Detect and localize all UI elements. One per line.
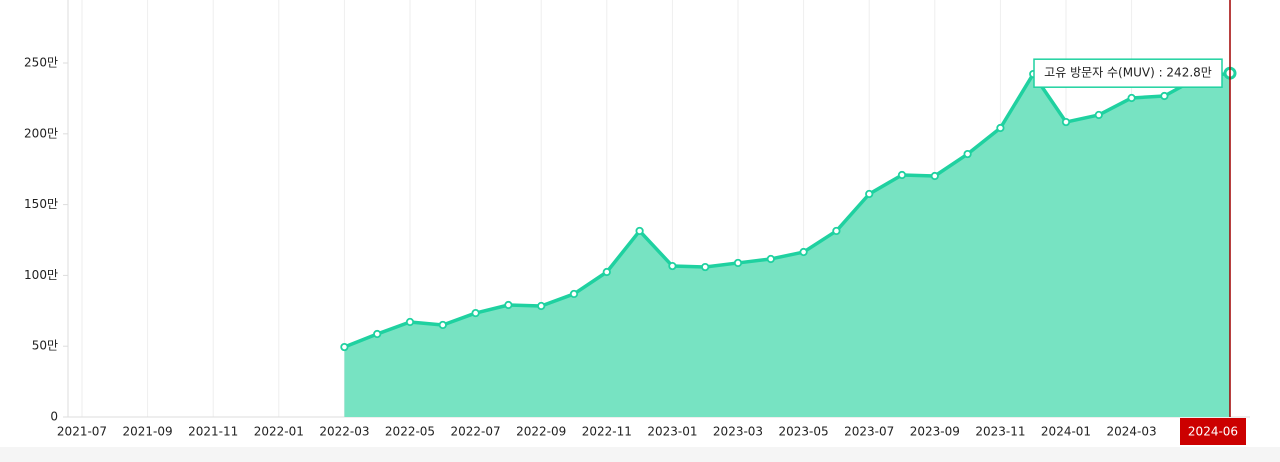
point [537, 301, 546, 311]
y-tick-label: 200만 [24, 126, 58, 140]
x-tick-label: 2022-03 [319, 425, 369, 439]
x-highlight-box [1180, 418, 1246, 445]
y-tick-label: 50만 [32, 339, 58, 353]
tooltip-text: 고유 방문자 수(MUV) : 242.8만 [1044, 66, 1212, 80]
point [930, 171, 939, 181]
x-tick-label: 2024-06 [1188, 425, 1238, 439]
tooltip-box [1033, 58, 1223, 88]
point [897, 170, 907, 180]
footer-strip [0, 447, 1280, 462]
point [799, 247, 808, 257]
point [996, 123, 1005, 133]
point [405, 317, 415, 327]
x-tick-label: 2023-11 [975, 425, 1025, 439]
point [602, 267, 611, 277]
x-tick-label: 2022-01 [254, 425, 304, 439]
x-tick-label: 2023-01 [647, 425, 697, 439]
point [1160, 91, 1169, 101]
x-tick-label: 2023-07 [844, 425, 894, 439]
point [373, 329, 382, 339]
x-tick-label: 2021-11 [188, 425, 238, 439]
point [733, 258, 743, 268]
point [963, 149, 972, 159]
x-tick-label: 2022-09 [516, 425, 566, 439]
y-tick-label: 250만 [24, 56, 58, 70]
x-tick-label: 2023-05 [779, 425, 829, 439]
point [504, 300, 513, 310]
x-tick-label: 2024-03 [1107, 425, 1157, 439]
point [865, 189, 874, 199]
x-tick-label: 2021-07 [57, 425, 107, 439]
point [340, 342, 349, 352]
point [438, 320, 447, 330]
point [635, 226, 644, 236]
x-tick-label: 2023-03 [713, 425, 763, 439]
y-tick-label: 150만 [24, 197, 58, 211]
x-tick-label: 2023-09 [910, 425, 960, 439]
point [668, 261, 677, 271]
area [344, 73, 1230, 418]
point [701, 262, 710, 272]
y-tick-label: 100만 [24, 268, 58, 282]
point [569, 289, 579, 299]
x-tick-label: 2022-07 [451, 425, 501, 439]
point [1061, 117, 1071, 127]
point [1127, 93, 1136, 103]
point [471, 308, 480, 318]
point [832, 226, 841, 236]
x-tick-label: 2022-11 [582, 425, 632, 439]
x-tick-label: 2021-09 [123, 425, 173, 439]
point [766, 254, 775, 264]
x-tick-label: 2024-01 [1041, 425, 1091, 439]
line [343, 71, 1231, 349]
y-tick-label: 0 [50, 410, 58, 424]
x-tick-label: 2022-05 [385, 425, 435, 439]
point [1094, 110, 1103, 120]
